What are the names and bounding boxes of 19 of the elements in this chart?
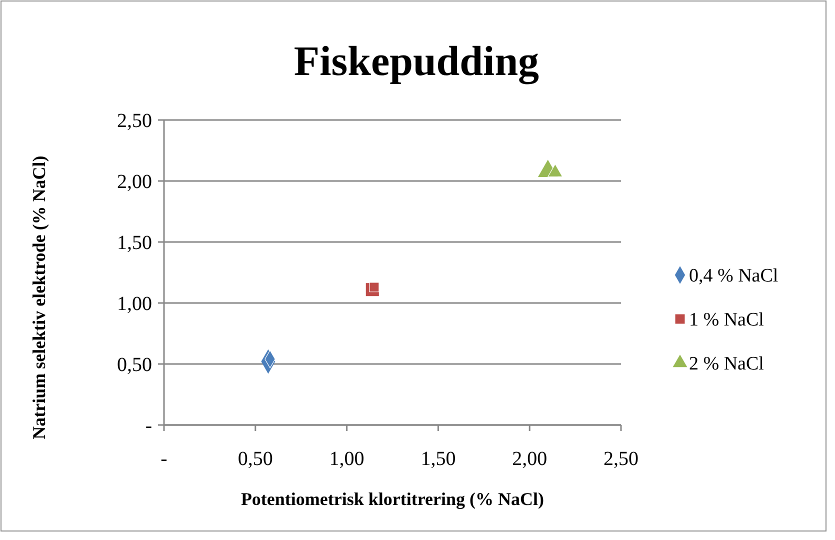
legend-label: 1 % NaCl <box>689 310 764 331</box>
x-tick-label: 1,00 <box>329 448 364 470</box>
y-axis-title: Natrium selektiv elektrode (% NaCl) <box>29 156 49 440</box>
legend-label: 0,4 % NaCl <box>689 266 778 287</box>
y-tick-label: 2,00 <box>117 171 152 193</box>
y-tick-label: - <box>145 415 152 437</box>
x-tick-label: 2,00 <box>512 448 548 470</box>
legend-label: 2 % NaCl <box>689 354 764 375</box>
x-axis-title: Potentiometrisk klortitrering (% NaCl) <box>240 489 544 509</box>
chart-title: Fiskepudding <box>294 39 540 85</box>
y-tick-label: 0,50 <box>117 354 152 376</box>
y-tick-label: 2,50 <box>117 110 152 132</box>
x-tick-label: - <box>160 448 168 470</box>
x-tick-label: 2,50 <box>604 448 638 470</box>
y-tick-label: 1,00 <box>117 293 152 315</box>
point <box>369 282 380 292</box>
x-tick-label: 1,50 <box>420 448 456 470</box>
x-tick-label: 0,50 <box>238 448 273 470</box>
y-tick-label: 1,50 <box>117 232 152 254</box>
